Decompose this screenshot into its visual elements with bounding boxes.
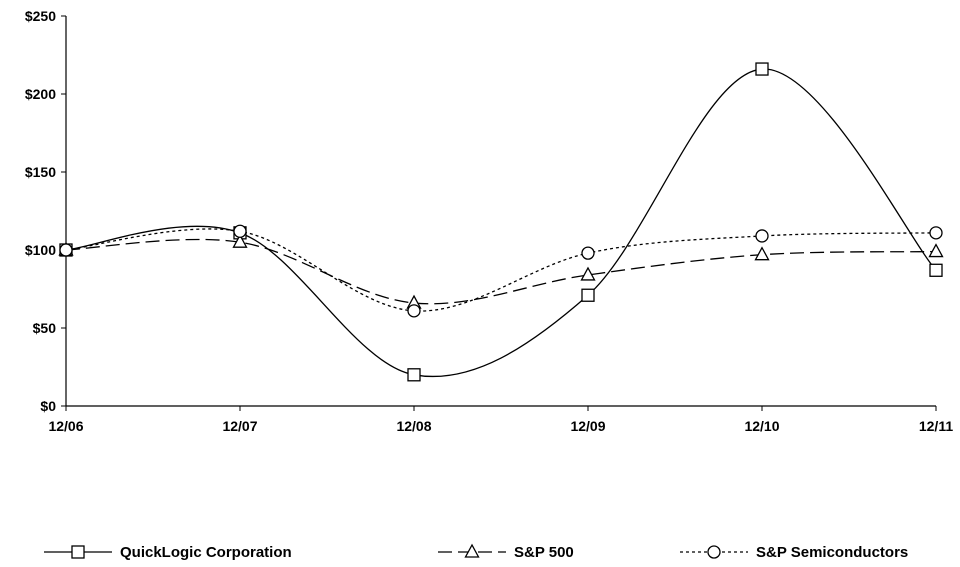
data-point: [59, 243, 73, 257]
legend-label: QuickLogic Corporation: [120, 544, 292, 561]
x-tick-label: 12/10: [744, 418, 779, 434]
series-0: [59, 62, 943, 382]
y-tick-label: $50: [33, 320, 57, 336]
chart-series: [58, 62, 944, 382]
x-tick-label: 12/06: [48, 418, 83, 434]
legend-item: S&P 500: [438, 543, 574, 561]
x-tick-label: 12/09: [570, 418, 605, 434]
series-1: [58, 233, 944, 309]
legend-item: S&P Semiconductors: [680, 544, 908, 561]
legend-label: S&P Semiconductors: [756, 544, 908, 561]
data-point: [407, 304, 421, 318]
data-point: [755, 62, 769, 76]
y-tick-label: $150: [25, 164, 56, 180]
data-point: [928, 243, 944, 258]
y-tick-label: $100: [25, 242, 56, 258]
y-tick-label: $200: [25, 86, 56, 102]
chart-axes: $0 $50 $100 $150 $200 $250 12/06 12/07 12/08 12/0…: [25, 8, 953, 434]
legend-item: QuickLogic Corporation: [44, 544, 292, 561]
series-line: [65, 228, 937, 312]
data-point: [232, 233, 248, 248]
series-line: [65, 238, 937, 305]
data-point: [580, 266, 596, 281]
x-tick-label: 12/11: [919, 418, 953, 434]
legend-marker: [71, 545, 85, 559]
data-point: [754, 246, 770, 261]
series-line: [65, 68, 937, 378]
chart-legend: QuickLogic Corporation S&P 500 S&P Semicon…: [44, 543, 908, 561]
legend-marker: [464, 543, 480, 558]
legend-marker: [707, 545, 721, 559]
y-tick-label: $0: [40, 398, 56, 414]
data-point: [929, 226, 943, 240]
data-point: [407, 368, 421, 382]
x-tick-label: 12/08: [396, 418, 431, 434]
data-point: [581, 246, 595, 260]
y-tick-label: $250: [25, 8, 56, 24]
data-point: [233, 224, 247, 238]
series-2: [59, 224, 943, 318]
data-point: [755, 229, 769, 243]
x-tick-label: 12/07: [222, 418, 257, 434]
data-point: [929, 263, 943, 277]
legend-label: S&P 500: [514, 544, 574, 561]
data-point: [581, 288, 595, 302]
